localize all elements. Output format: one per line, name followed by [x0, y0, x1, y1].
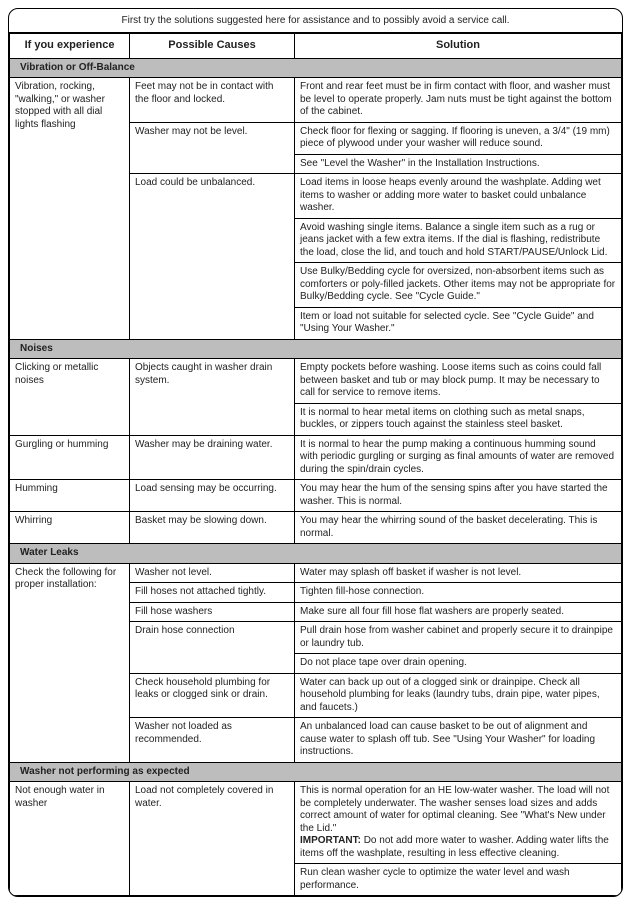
cause-cell: Load not completely covered in water. — [130, 782, 295, 896]
experience-cell: Not enough water in washer — [10, 782, 130, 896]
solution-cell: You may hear the whirring sound of the b… — [295, 512, 622, 544]
cause-cell: Washer may not be level. — [130, 122, 295, 174]
solution-cell: Water may splash off basket if washer is… — [295, 563, 622, 583]
solution-text: This is normal operation for an HE low-w… — [300, 785, 616, 835]
cause-cell: Objects caught in washer drain system. — [130, 359, 295, 436]
solution-cell: Front and rear feet must be in firm cont… — [295, 78, 622, 123]
header-solution: Solution — [295, 34, 622, 59]
solution-cell: It is normal to hear the pump making a c… — [295, 435, 622, 480]
experience-cell: Clicking or metallic noises — [10, 359, 130, 436]
cause-cell: Fill hoses not attached tightly. — [130, 583, 295, 603]
intro-text: First try the solutions suggested here f… — [9, 9, 622, 33]
solution-cell: This is normal operation for an HE low-w… — [295, 782, 622, 864]
cause-cell: Washer may be draining water. — [130, 435, 295, 480]
solution-cell: Item or load not suitable for selected c… — [295, 307, 622, 339]
experience-cell: Whirring — [10, 512, 130, 544]
solution-cell: See "Level the Washer" in the Installati… — [295, 154, 622, 174]
cause-cell: Washer not level. — [130, 563, 295, 583]
solution-cell: It is normal to hear metal items on clot… — [295, 403, 622, 435]
cause-cell: Drain hose connection — [130, 622, 295, 674]
experience-cell: Gurgling or humming — [10, 435, 130, 480]
solution-important: IMPORTANT: Do not add more water to wash… — [300, 835, 616, 860]
cause-cell: Check household plumbing for leaks or cl… — [130, 673, 295, 718]
cause-cell: Basket may be slowing down. — [130, 512, 295, 544]
solution-cell: Load items in loose heaps evenly around … — [295, 174, 622, 219]
solution-cell: An unbalanced load can cause basket to b… — [295, 718, 622, 763]
solution-cell: Do not place tape over drain opening. — [295, 654, 622, 674]
solution-cell: Run clean washer cycle to optimize the w… — [295, 864, 622, 896]
solution-cell: Tighten fill-hose connection. — [295, 583, 622, 603]
solution-cell: Water can back up out of a clogged sink … — [295, 673, 622, 718]
solution-cell: Use Bulky/Bedding cycle for oversized, n… — [295, 263, 622, 308]
cause-cell: Washer not loaded as recommended. — [130, 718, 295, 763]
section-header: Vibration or Off-Balance — [10, 58, 622, 78]
section-header: Noises — [10, 339, 622, 359]
solution-cell: Avoid washing single items. Balance a si… — [295, 218, 622, 263]
troubleshooting-panel: First try the solutions suggested here f… — [8, 8, 623, 897]
section-header: Water Leaks — [10, 544, 622, 564]
solution-cell: Make sure all four fill hose flat washer… — [295, 602, 622, 622]
header-causes: Possible Causes — [130, 34, 295, 59]
cause-cell: Fill hose washers — [130, 602, 295, 622]
cause-cell: Load sensing may be occurring. — [130, 480, 295, 512]
solution-cell: Pull drain hose from washer cabinet and … — [295, 622, 622, 654]
solution-cell: Empty pockets before washing. Loose item… — [295, 359, 622, 404]
cause-cell: Feet may not be in contact with the floo… — [130, 78, 295, 123]
troubleshooting-table: If you experience Possible Causes Soluti… — [9, 33, 622, 896]
important-label: IMPORTANT: — [300, 835, 361, 846]
cause-cell: Load could be unbalanced. — [130, 174, 295, 340]
experience-cell: Vibration, rocking, "walking," or washer… — [10, 78, 130, 340]
solution-cell: Check floor for flexing or sagging. If f… — [295, 122, 622, 154]
experience-cell: Humming — [10, 480, 130, 512]
solution-cell: You may hear the hum of the sensing spin… — [295, 480, 622, 512]
header-experience: If you experience — [10, 34, 130, 59]
experience-cell: Check the following for proper installat… — [10, 563, 130, 762]
section-header: Washer not performing as expected — [10, 762, 622, 782]
